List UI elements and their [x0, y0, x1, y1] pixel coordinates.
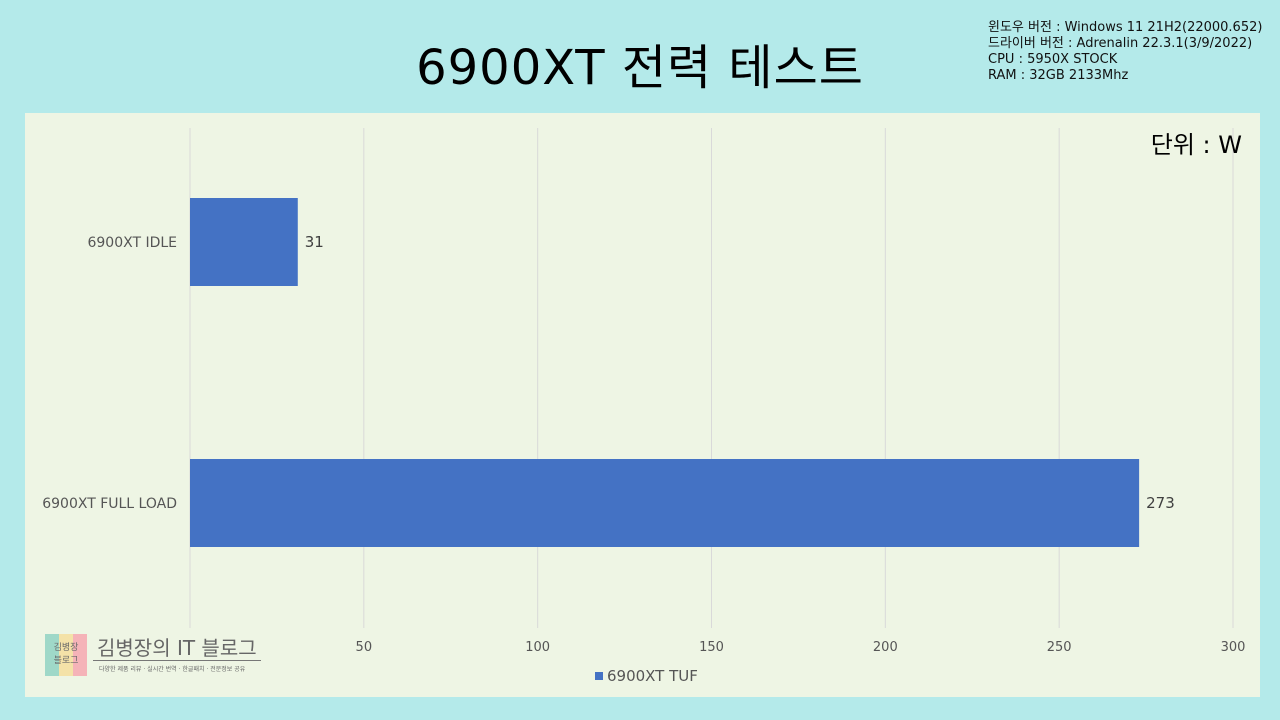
legend-label: 6900XT TUF	[607, 667, 698, 685]
system-info: 윈도우 버전 : Windows 11 21H2(22000.652) 드라이버…	[988, 20, 1262, 84]
x-tick-label: 250	[1047, 640, 1072, 655]
logo-tagline: 다양한 제품 리뷰 · 실시간 번역 · 한글패치 · 전문정보 공유	[99, 666, 246, 673]
data-label: 31	[305, 233, 324, 251]
bar	[190, 198, 298, 286]
logo-box-text: 김병장 블로그	[53, 643, 79, 666]
chart-legend: 6900XT TUF	[595, 667, 698, 685]
unit-label: 단위 : W	[1150, 131, 1242, 159]
sysinfo-ram: RAM : 32GB 2133Mhz	[988, 68, 1129, 83]
logo-divider	[93, 660, 261, 661]
data-label: 273	[1146, 494, 1175, 512]
bar	[190, 459, 1140, 547]
x-tick-label: 300	[1221, 640, 1246, 655]
bar-chart: 50 100 150 200 250 300 6900XT IDLE 31 6900XT FUL…	[42, 128, 1246, 655]
x-tick-label: 200	[873, 640, 898, 655]
chart-panel: 50 100 150 200 250 300 6900XT IDLE 31 6900XT FUL…	[25, 113, 1260, 697]
legend-swatch	[595, 672, 603, 680]
logo-name: 김병장의 IT 블로그	[97, 636, 257, 660]
sysinfo-driver-version: 드라이버 버전 : Adrenalin 22.3.1(3/9/2022)	[988, 36, 1253, 51]
page-title: 6900XT 전력 테스트	[416, 40, 864, 96]
x-tick-label: 50	[356, 640, 373, 655]
logo-color-block	[45, 634, 87, 676]
sysinfo-windows-version: 윈도우 버전 : Windows 11 21H2(22000.652)	[988, 20, 1263, 35]
x-tick-label: 100	[525, 640, 550, 655]
sysinfo-cpu: CPU : 5950X STOCK	[988, 52, 1118, 67]
x-tick-label: 150	[699, 640, 724, 655]
category-label: 6900XT FULL LOAD	[42, 496, 177, 512]
blog-watermark-logo: 김병장 블로그 김병장의 IT 블로그 다양한 제품 리뷰 · 실시간 번역 ·…	[45, 632, 265, 676]
category-label: 6900XT IDLE	[87, 235, 177, 251]
